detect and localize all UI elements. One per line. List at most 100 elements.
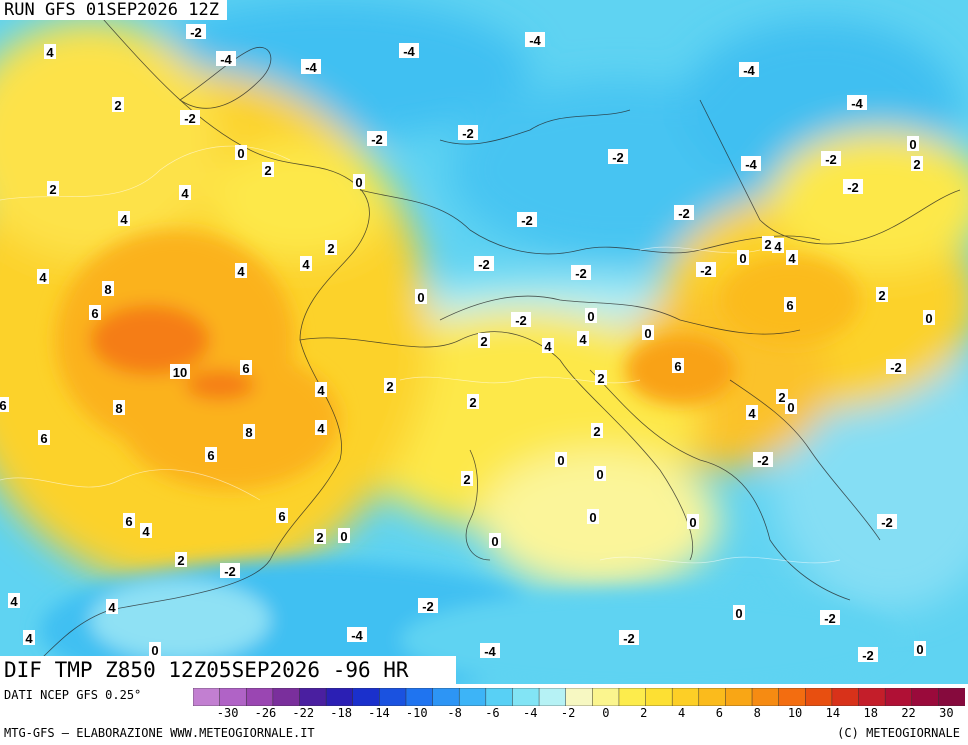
contour-label-text: -2 (224, 564, 236, 579)
scale-tick-label: 8 (753, 706, 761, 720)
contour-label: -2 (571, 265, 591, 281)
contour-label: 0 (585, 308, 597, 324)
contour-label: -2 (886, 359, 906, 375)
scale-tick-label: -30 (216, 706, 239, 720)
contour-label-text: 4 (46, 45, 54, 60)
contour-label: -2 (511, 312, 531, 328)
contour-label-text: 4 (788, 251, 796, 266)
contour-label-text: -4 (484, 644, 496, 659)
color-swatch (193, 688, 221, 706)
contour-label: -2 (220, 563, 240, 579)
contour-label: 0 (587, 509, 599, 525)
contour-label: 2 (762, 236, 774, 252)
color-swatch (299, 688, 327, 706)
contour-label: 4 (44, 44, 56, 60)
color-swatch (458, 688, 487, 706)
contour-label: 6 (0, 397, 9, 413)
data-source-label: DATI NCEP GFS 0.25° (4, 688, 142, 702)
contour-label-text: -4 (220, 52, 232, 67)
color-swatch (805, 688, 833, 706)
scale-tick-label: -22 (292, 706, 315, 720)
legend-panel: DATI NCEP GFS 0.25° -30 -26 -22 -18 -14 -10 -8… (0, 684, 968, 745)
contour-label-text: 0 (735, 606, 742, 621)
contour-label-text: 2 (597, 371, 604, 386)
contour-label: 4 (8, 593, 20, 609)
color-swatch (325, 688, 354, 706)
contour-label-text: -2 (757, 453, 769, 468)
contour-label: 6 (240, 360, 252, 376)
contour-label-text: -2 (678, 206, 690, 221)
contour-label: -2 (367, 131, 387, 147)
contour-label-text: -2 (478, 257, 490, 272)
contour-label: 0 (594, 466, 606, 482)
color-swatch (618, 688, 647, 706)
contour-label-text: 10 (173, 365, 187, 380)
contour-label-text: -2 (700, 263, 712, 278)
scale-tick-label: 0 (602, 706, 610, 720)
contour-label: 4 (106, 599, 118, 615)
contour-label-text: 6 (125, 514, 132, 529)
contour-label: 4 (37, 269, 49, 285)
contour-label-text: 4 (237, 264, 245, 279)
map-title: DIF TMP Z850 12Z05SEP2026 -96 HR (0, 656, 456, 684)
contour-label-text: 4 (10, 594, 18, 609)
contour-label-text: 0 (916, 642, 923, 657)
contour-label: 0 (914, 641, 926, 657)
contour-label: -4 (480, 643, 500, 659)
contour-label: -2 (180, 110, 200, 126)
contour-label-text: 0 (787, 400, 794, 415)
contour-label: 2 (461, 471, 473, 487)
contour-label-text: -2 (422, 599, 434, 614)
color-swatch (512, 688, 540, 706)
scale-tick-label: -6 (485, 706, 500, 720)
contour-label: 0 (923, 310, 935, 326)
contour-label-text: 6 (40, 431, 47, 446)
contour-label: 0 (733, 605, 745, 621)
contour-label: -4 (847, 95, 867, 111)
contour-label-text: 2 (593, 424, 600, 439)
color-swatch (645, 688, 673, 706)
contour-label-text: 6 (786, 298, 793, 313)
contour-label-text: -2 (184, 111, 196, 126)
contour-label-text: 6 (207, 448, 214, 463)
contour-label: 10 (170, 364, 190, 380)
contour-label-text: 0 (355, 175, 362, 190)
color-swatch (352, 688, 381, 706)
contour-label: -2 (474, 256, 494, 272)
contour-label-text: 2 (913, 157, 920, 172)
contour-label-text: -4 (351, 628, 363, 643)
contour-label: 6 (38, 430, 50, 446)
contour-label: 0 (785, 399, 797, 415)
contour-label-text: 4 (39, 270, 47, 285)
contour-label-text: 4 (25, 631, 33, 646)
color-swatch (725, 688, 753, 706)
contour-label-text: 2 (264, 163, 271, 178)
contour-label: -2 (619, 630, 639, 646)
contour-label: -4 (741, 156, 761, 172)
color-swatch (272, 688, 301, 706)
contour-label: 2 (478, 333, 490, 349)
color-swatch (671, 688, 700, 706)
contour-label-text: 0 (589, 510, 596, 525)
contour-label: -4 (739, 62, 759, 78)
contour-label: -4 (399, 43, 419, 59)
contour-label-text: 4 (302, 257, 310, 272)
contour-label: 0 (555, 452, 567, 468)
contour-label-text: 8 (115, 401, 122, 416)
contour-label-text: -2 (521, 213, 533, 228)
contour-label: 2 (47, 181, 59, 197)
contour-label: 6 (672, 358, 684, 374)
contour-label-text: 0 (237, 146, 244, 161)
contour-label: 2 (262, 162, 274, 178)
contour-label-text: 0 (417, 290, 424, 305)
contour-label-text: 2 (316, 530, 323, 545)
contour-label-text: 2 (49, 182, 56, 197)
contour-label-text: 0 (151, 643, 158, 658)
contour-label-text: -2 (890, 360, 902, 375)
contour-label: 2 (911, 156, 923, 172)
contour-label: 2 (591, 423, 603, 439)
scale-tick-label: -2 (560, 706, 576, 720)
contour-label-text: 6 (242, 361, 249, 376)
contour-label-text: 4 (120, 212, 128, 227)
